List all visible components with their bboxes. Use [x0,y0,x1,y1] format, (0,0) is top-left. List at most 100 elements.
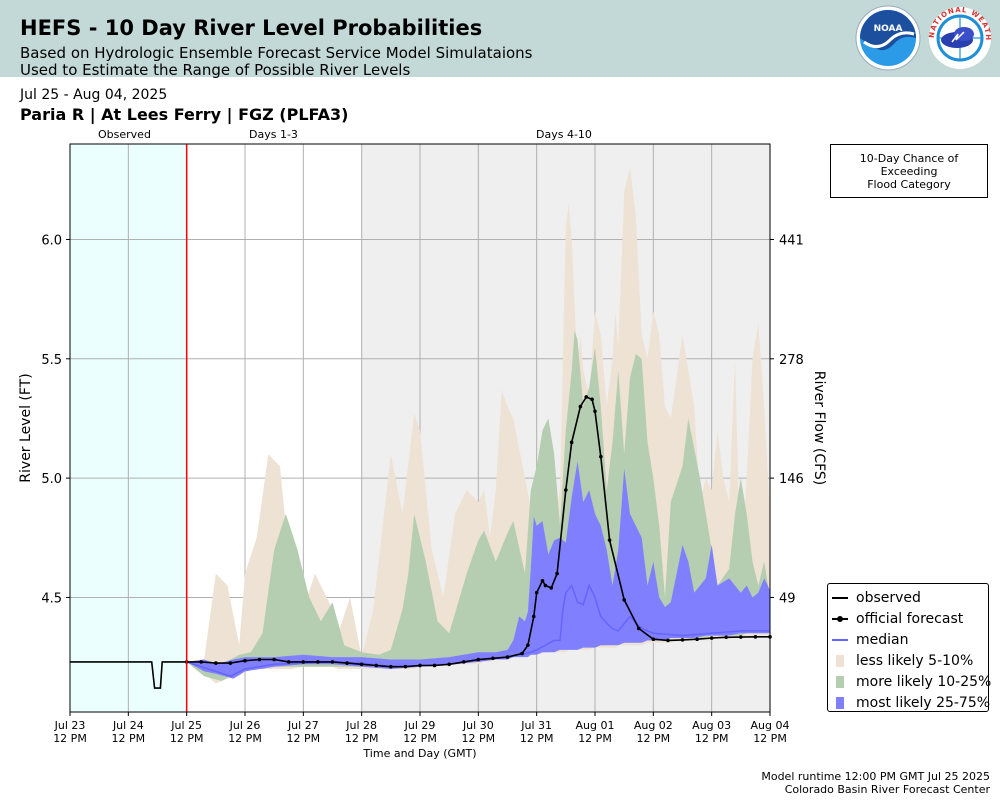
forecast-point [666,638,670,643]
forecast-point [555,571,559,576]
forecast-point [739,635,743,639]
forecast-point [709,636,714,640]
legend-line [832,638,848,641]
forecast-point [607,538,612,542]
forecast-point [724,635,729,640]
forecast-point [590,397,594,402]
legend-item: less likely 5-10% [832,650,988,671]
x-tick-sublabel: 12 PM [53,732,87,745]
nws-logo: NATIONAL WEATHER SERVICE [926,4,991,69]
y2-tick-label: 146 [779,472,804,487]
y2-tick-label: 49 [779,591,796,606]
legend-symbol [832,613,848,625]
forecast-center: Colorado Basin River Forecast Center [784,783,990,796]
exceedance-line-2: Exceeding [880,165,938,178]
forecast-point [680,638,685,642]
legend-line [832,596,848,599]
forecast-point [753,635,758,639]
legend-item: more likely 10-25% [832,671,992,692]
forecast-point [540,578,545,583]
forecast-point [447,662,451,667]
forecast-point [526,643,530,647]
x-tick-sublabel: 12 PM [695,732,729,745]
forecast-point [578,404,583,409]
observed-line [70,661,187,689]
forecast-point [243,658,247,663]
x-tick-sublabel: 12 PM [287,732,321,745]
legend-label: more likely 10-25% [856,673,992,690]
forecast-point [569,440,574,445]
forecast-point [564,488,568,492]
forecast-point [622,598,626,602]
forecast-point [505,655,510,659]
x-tick-label: Jul 27 [287,719,319,732]
chart-legend: observed official forecast median less like… [827,583,992,713]
legend-label: less likely 5-10% [856,652,974,669]
forecast-point [461,660,466,664]
x-tick-label: Jul 23 [54,719,86,732]
y-tick-label: 4.5 [41,591,62,606]
legend-item: observed [832,587,988,608]
x-tick-label: Aug 01 [576,719,615,732]
x-tick-label: Aug 04 [751,719,790,732]
series-lines [70,395,772,689]
x-tick-label: Aug 03 [692,719,731,732]
page-subtitle-2: Used to Estimate the Range of Possible R… [20,61,411,79]
region-label-days-1-3: Days 1-3 [249,128,298,141]
x-tick-sublabel: 12 PM [345,732,379,745]
x-tick-sublabel: 12 PM [637,732,671,745]
forecast-point [491,656,495,661]
x-tick-label: Jul 30 [462,719,494,732]
noaa-logo-text: NOAA [874,24,903,34]
x-axis-label: Time and Day (GMT) [362,747,476,760]
y2-tick-label: 441 [779,233,804,248]
page-title: HEFS - 10 Day River Level Probabilities [20,16,483,40]
header-banner: HEFS - 10 Day River Level Probabilities … [0,0,1000,79]
forecast-point [543,583,548,588]
legend-symbol [832,634,848,646]
x-tick-label: Jul 25 [170,719,202,732]
date-range: Jul 25 - Aug 04, 2025 [20,87,168,103]
forecast-point [403,664,408,669]
forecast-point [599,454,603,459]
x-tick-label: Jul 28 [345,719,377,732]
forecast-point [593,409,597,414]
forecast-point [531,614,536,619]
x-tick-label: Aug 02 [634,719,673,732]
y2-axis-label: River Flow (CFS) [811,371,827,486]
legend-label: most likely 25-75% [856,694,991,711]
official-forecast-line [186,396,770,668]
y-tick-label: 5.0 [41,472,62,487]
y-tick-label: 5.5 [41,353,62,368]
legend-symbol [836,696,844,709]
forecast-point [651,637,656,642]
forecast-point [272,657,276,662]
legend-symbol [836,654,844,667]
x-tick-sublabel: 12 PM [170,732,204,745]
y-axis-label: River Level (FT) [18,373,34,482]
forecast-point [432,663,437,668]
forecast-point [214,661,218,665]
region-label-observed: Observed [98,128,151,141]
forecast-point [301,660,306,664]
legend-symbol [836,675,844,688]
forecast-point [359,662,364,667]
legend-label: median [856,631,909,648]
region-label-days-4-10: Days 4-10 [536,128,592,141]
legend-item: most likely 25-75% [832,692,991,713]
x-tick-label: Jul 29 [404,719,436,732]
forecast-point [389,664,393,669]
forecast-point [286,660,291,664]
legend-symbol [832,592,848,604]
forecast-point [257,657,262,662]
x-tick-sublabel: 12 PM [228,732,262,745]
x-tick-label: Jul 24 [112,719,144,732]
exceedance-box: 10-Day Chance of Exceeding Flood Categor… [830,144,988,198]
legend-label: observed [856,589,921,606]
model-runtime: Model runtime 12:00 PM GMT Jul 25 2025 [761,770,990,783]
forecast-point [199,660,204,664]
x-tick-sublabel: 12 PM [578,732,612,745]
exceedance-line-3: Flood Category [867,178,951,191]
